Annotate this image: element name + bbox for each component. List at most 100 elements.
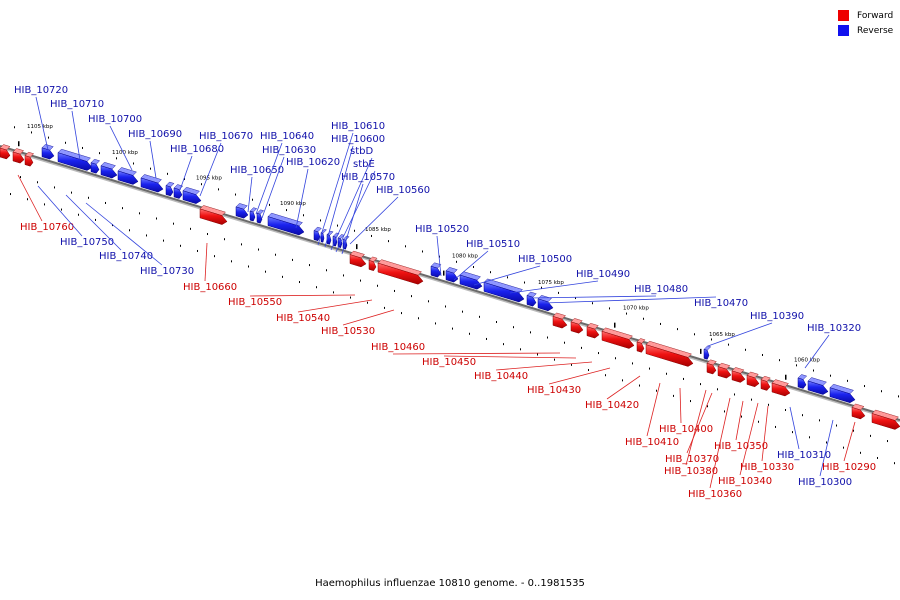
minor-tick-top (150, 167, 151, 170)
gene-leader-line (686, 392, 713, 454)
reverse-gene-arrow (182, 190, 202, 204)
minor-tick-top (116, 157, 117, 160)
kbp-tick-mark (18, 141, 20, 147)
minor-tick-bottom (479, 315, 480, 318)
reverse-gene-arrow (100, 165, 118, 179)
reverse-gene-arrow (430, 265, 442, 278)
minor-tick-bottom-outer (231, 260, 232, 263)
minor-tick-bottom (20, 176, 21, 179)
minor-tick-bottom (71, 191, 72, 194)
minor-tick-bottom-outer (78, 213, 79, 216)
minor-tick-top (558, 291, 559, 294)
legend-reverse-label: Reverse (857, 25, 894, 36)
minor-tick-bottom (360, 279, 361, 282)
minor-tick-bottom-outer (27, 198, 28, 201)
gene-leader-line (436, 235, 442, 277)
gene-leader-line (606, 375, 641, 400)
minor-tick-bottom (768, 403, 769, 406)
gene-label: HIB_10390 (750, 311, 804, 322)
minor-tick-bottom (377, 284, 378, 287)
gene-label: HIB_10530 (321, 326, 375, 337)
gene-label: HIB_10310 (777, 450, 831, 461)
gene-label: HIB_10610 (331, 121, 385, 132)
gene-label: HIB_10710 (50, 99, 104, 110)
gene-label: HIB_10750 (60, 237, 114, 248)
minor-tick-bottom-outer (282, 275, 283, 278)
minor-tick-top (167, 172, 168, 175)
minor-tick-bottom-outer (316, 286, 317, 289)
gene-leader-line (199, 142, 222, 197)
minor-tick-bottom-outer (248, 265, 249, 268)
gene-leader-line (349, 196, 399, 245)
gene-label: HIB_10350 (714, 441, 768, 452)
minor-tick-bottom (870, 434, 871, 437)
minor-tick-bottom (37, 181, 38, 184)
minor-tick-bottom (88, 196, 89, 199)
legend-forward: Forward (838, 8, 893, 23)
gene-leader-line (324, 145, 354, 248)
gene-label: HIB_10520 (415, 224, 469, 235)
minor-tick-top (881, 390, 882, 393)
minor-tick-bottom-outer (775, 425, 776, 428)
minor-tick-top (864, 385, 865, 388)
kbp-tick-label: 1100 kbp (112, 150, 138, 156)
minor-tick-top (711, 338, 712, 341)
minor-tick-top (541, 286, 542, 289)
reverse-gene-arrow (165, 185, 174, 197)
kbp-tick-label: 1090 kbp (280, 201, 306, 207)
gene-leader-line (646, 382, 661, 437)
minor-tick-top (677, 328, 678, 331)
minor-tick-bottom (513, 326, 514, 329)
minor-tick-top (779, 359, 780, 362)
gene-leader-line (843, 421, 856, 462)
forward-gene-arrow (199, 208, 228, 225)
minor-tick-top (694, 333, 695, 336)
gene-label: stbD (350, 146, 373, 157)
gene-label: HIB_10670 (199, 131, 253, 142)
minor-tick-bottom-outer (452, 327, 453, 330)
minor-tick-bottom (649, 367, 650, 370)
minor-tick-top (354, 229, 355, 232)
gene-label: HIB_10550 (228, 297, 282, 308)
gene-label: HIB_10440 (474, 371, 528, 382)
minor-tick-top (252, 198, 253, 201)
minor-tick-top (65, 141, 66, 144)
minor-tick-bottom-outer (10, 193, 11, 196)
reverse-gene-arrow (807, 380, 829, 395)
gene-label: HIB_10660 (183, 282, 237, 293)
minor-tick-bottom-outer (673, 394, 674, 397)
kbp-tick-label: 1095 kbp (196, 176, 222, 182)
minor-tick-bottom-outer (520, 348, 521, 351)
gene-leader-line (529, 295, 657, 299)
minor-tick-bottom-outer (656, 389, 657, 392)
legend: Forward Reverse (838, 8, 893, 38)
minor-tick-bottom (190, 227, 191, 230)
minor-tick-bottom (122, 207, 123, 210)
minor-tick-top (660, 322, 661, 325)
gene-leader-line (341, 183, 364, 255)
minor-tick-top (575, 297, 576, 300)
reverse-gene-arrow (249, 210, 256, 222)
forward-gene-arrow (717, 366, 732, 379)
minor-tick-top (405, 245, 406, 248)
minor-tick-bottom (326, 269, 327, 272)
forward-gene-arrow (368, 260, 377, 272)
minor-tick-bottom (802, 414, 803, 417)
gene-leader-line (179, 155, 193, 191)
minor-tick-bottom-outer (588, 369, 589, 372)
minor-tick-bottom-outer (741, 415, 742, 418)
gene-leader-line (85, 202, 163, 266)
kbp-tick-label: 1065 kbp (709, 332, 735, 338)
gene-label: HIB_10500 (518, 254, 572, 265)
minor-tick-top (99, 152, 100, 155)
gene-leader-line (819, 419, 834, 477)
minor-tick-top (609, 307, 610, 310)
gene-leader-line (17, 174, 43, 222)
kbp-tick-label: 1060 kbp (794, 358, 820, 364)
minor-tick-bottom (717, 388, 718, 391)
gene-leader-line (35, 96, 49, 151)
minor-tick-bottom-outer (146, 234, 147, 237)
gene-label: HIB_10360 (688, 489, 742, 500)
